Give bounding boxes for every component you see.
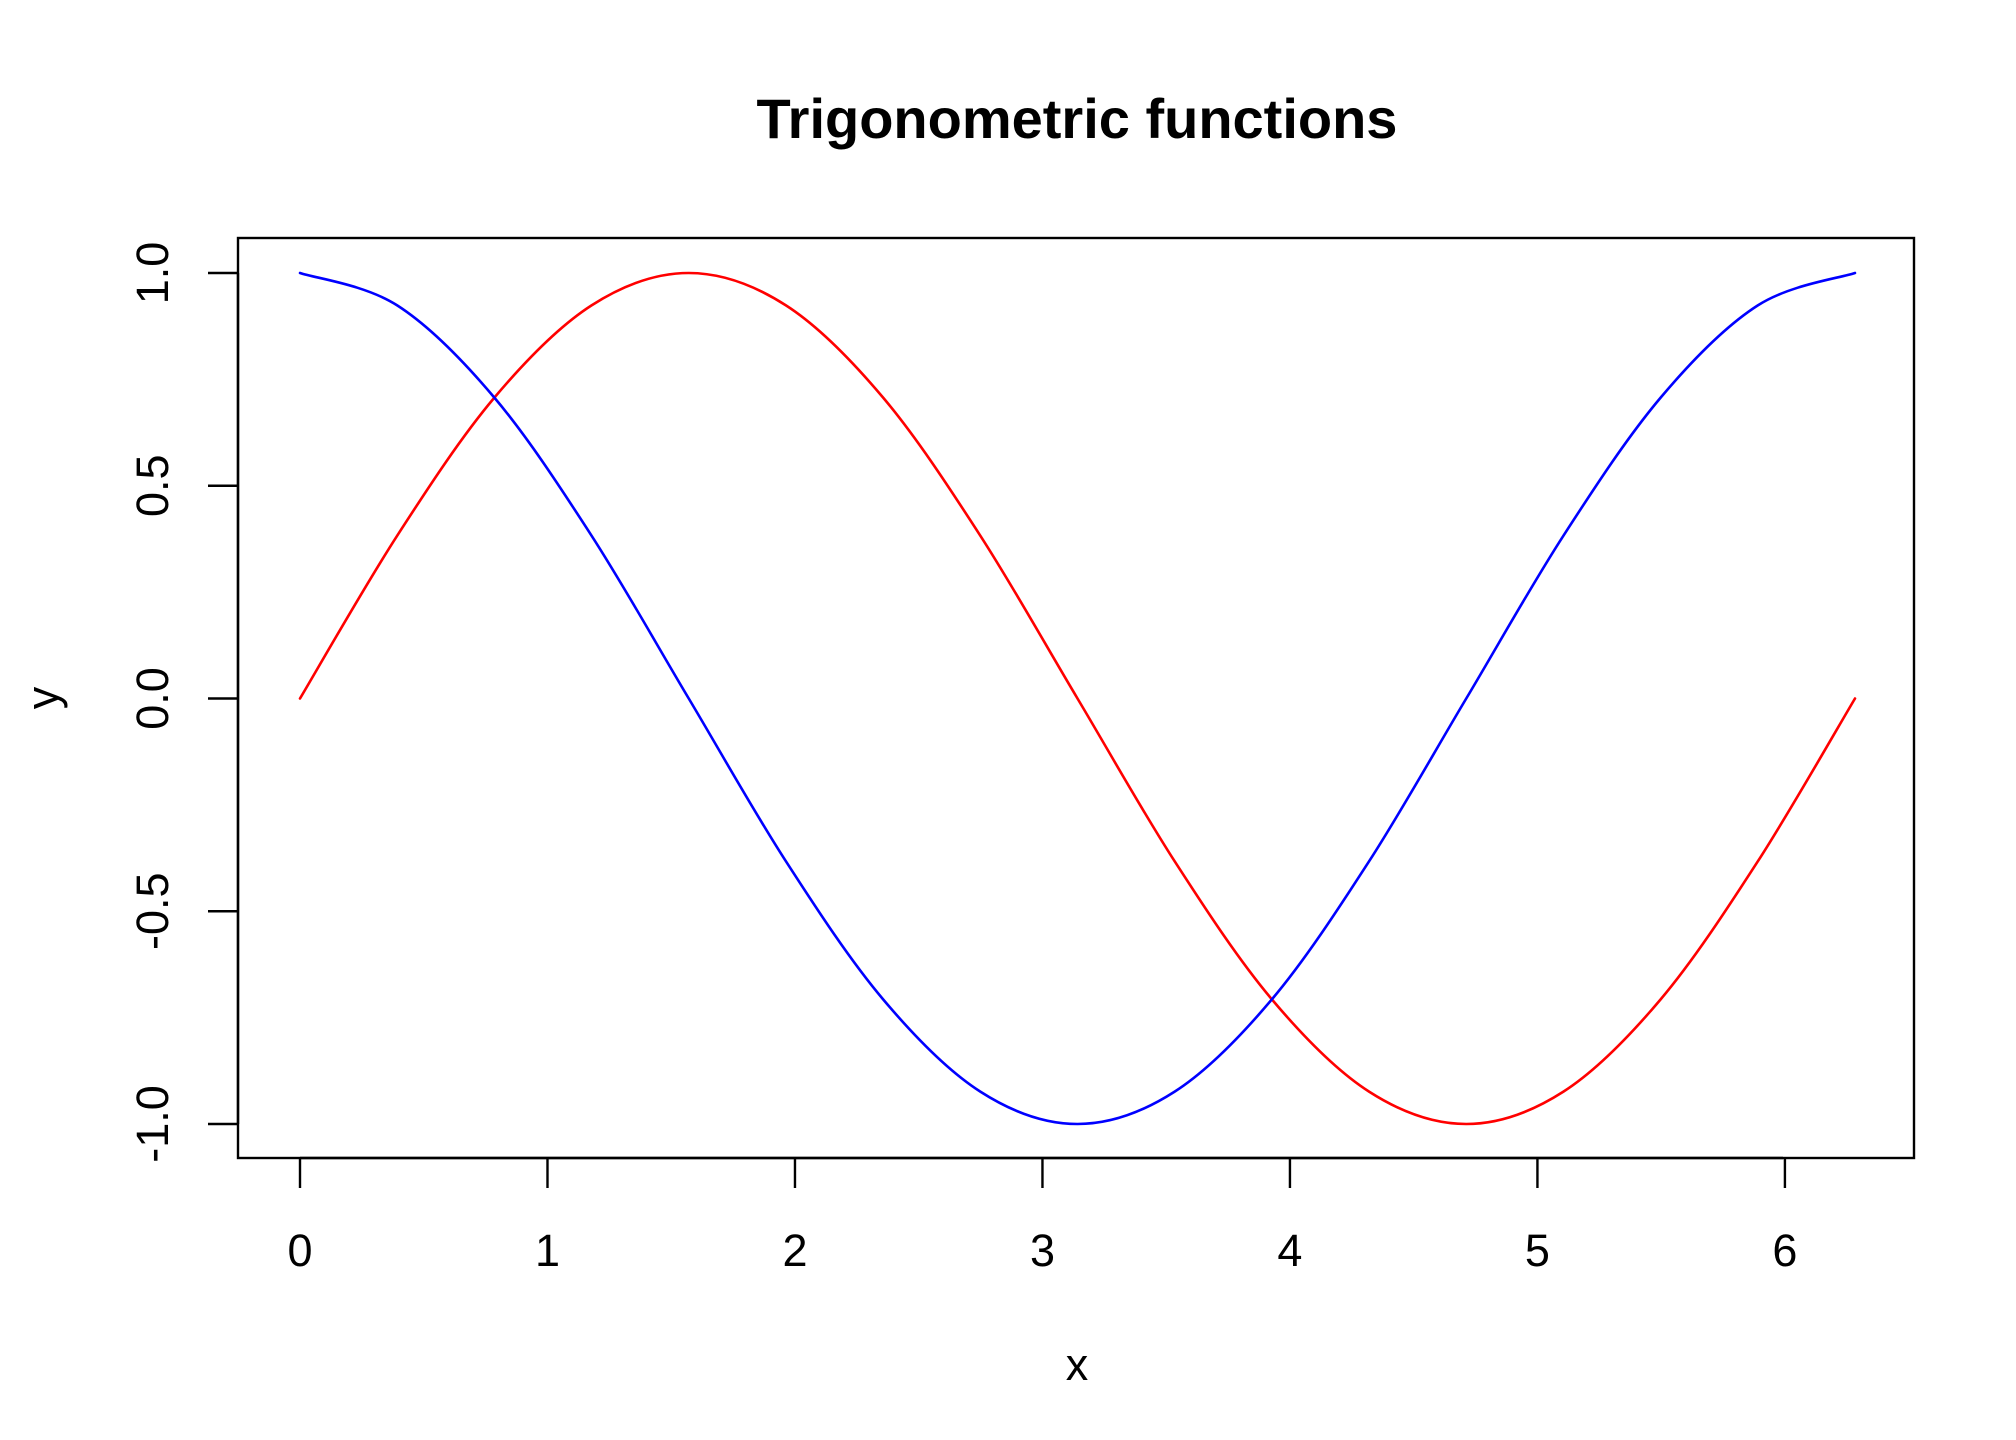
chart-title: Trigonometric functions	[757, 87, 1398, 150]
y-tick-label: -0.5	[127, 872, 178, 950]
y-tick-label: 0.5	[127, 454, 178, 517]
series-line-0	[298, 271, 1857, 1126]
x-tick-label: 4	[1277, 1225, 1302, 1276]
y-tick-label: 0.0	[127, 667, 178, 730]
x-tick-label: 6	[1772, 1225, 1797, 1276]
x-tick-label: 3	[1030, 1225, 1055, 1276]
x-tick-label: 0	[287, 1225, 312, 1276]
x-tick-label: 2	[782, 1225, 807, 1276]
y-axis-ticks: -1.0 -0.5 0.0 0.5 1.0	[127, 242, 238, 1163]
series-line-1	[298, 271, 1857, 1126]
x-tick-label: 1	[535, 1225, 560, 1276]
x-axis-label: x	[1066, 1339, 1089, 1390]
x-axis-ticks: 0 1 2 3 4 5 6	[287, 1158, 1797, 1276]
y-axis-label: y	[17, 686, 68, 709]
y-tick-label: 1.0	[127, 242, 178, 305]
x-tick-label: 5	[1525, 1225, 1550, 1276]
series-group	[298, 271, 1857, 1126]
y-tick-label: -1.0	[127, 1085, 178, 1163]
